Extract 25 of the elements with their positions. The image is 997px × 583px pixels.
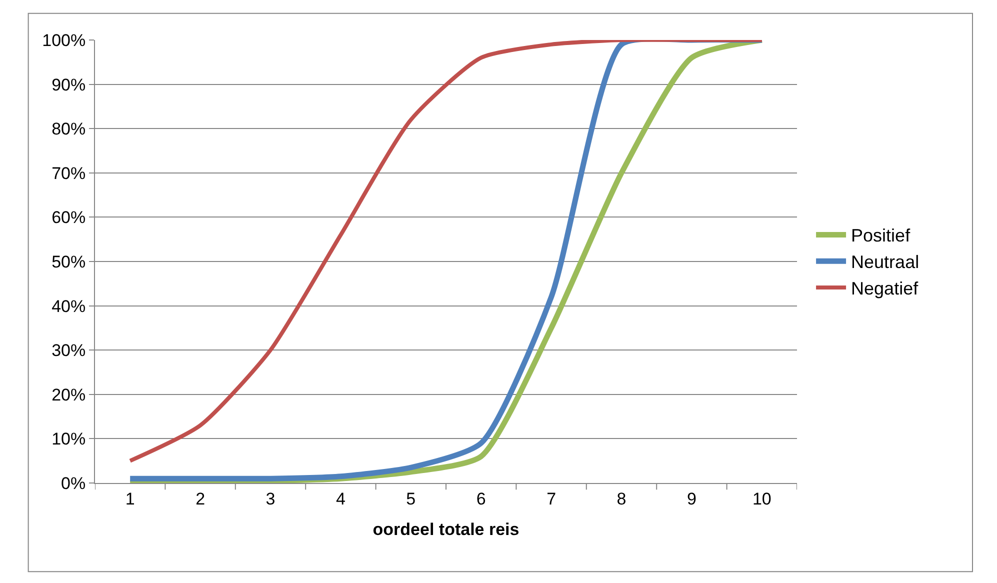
- y-tick-label: 20%: [52, 385, 86, 404]
- x-tick-label: 6: [476, 489, 486, 508]
- x-tick-label: 3: [266, 489, 276, 508]
- x-tick-label: 5: [406, 489, 416, 508]
- y-tick-label: 80%: [52, 120, 86, 139]
- y-tick-label: 60%: [52, 208, 86, 228]
- y-tick-label: 90%: [52, 75, 86, 94]
- x-tick-label: 4: [336, 489, 346, 508]
- x-tick-label: 7: [546, 489, 556, 508]
- x-axis-title: oordeel totale reis: [372, 520, 520, 539]
- y-tick-label: 100%: [42, 30, 86, 50]
- legend-label: Positief: [851, 226, 912, 246]
- y-tick-label: 0%: [61, 474, 86, 493]
- x-tick-label: 10: [752, 489, 772, 508]
- legend-label: Negatief: [851, 278, 920, 299]
- y-tick-label: 50%: [52, 252, 86, 272]
- y-tick-label: 40%: [52, 296, 86, 316]
- legend-label: Neutraal: [851, 252, 920, 272]
- y-tick-label: 10%: [52, 430, 86, 449]
- x-tick-label: 8: [616, 489, 626, 508]
- x-tick-label: 9: [686, 489, 696, 508]
- y-tick-label: 70%: [52, 164, 86, 183]
- x-tick-label: 2: [196, 489, 206, 508]
- y-tick-label: 30%: [52, 341, 86, 360]
- x-tick-label: 1: [125, 489, 135, 508]
